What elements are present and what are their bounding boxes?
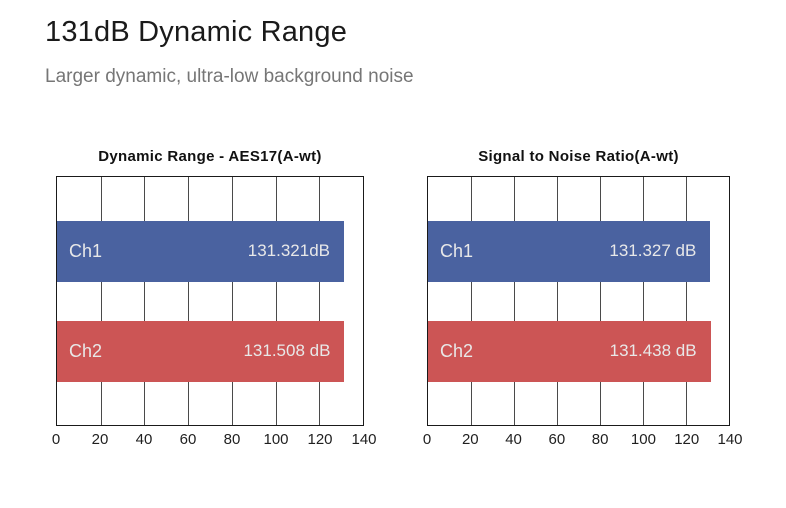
bar-category-label: Ch2 bbox=[440, 340, 474, 361]
bar-ch1: Ch1 131.321dB bbox=[57, 220, 345, 282]
x-axis: 0 20 40 60 80 100 120 140 bbox=[423, 431, 743, 455]
x-tick-label: 20 bbox=[91, 431, 109, 448]
plot-area: Ch1 131.321dB Ch2 131.508 dB bbox=[56, 176, 364, 426]
bar-value-label: 131.438 dB bbox=[609, 341, 697, 361]
x-tick-label: 60 bbox=[548, 431, 566, 448]
bar-value-label: 131.327 dB bbox=[609, 241, 697, 261]
x-tick-label: 40 bbox=[135, 431, 153, 448]
x-tick-label: 100 bbox=[263, 431, 289, 448]
gridline bbox=[188, 177, 190, 425]
bar-category-label: Ch1 bbox=[69, 240, 103, 261]
x-tick-label: 0 bbox=[422, 431, 432, 448]
x-tick-label: 100 bbox=[630, 431, 656, 448]
bar-ch2: Ch2 131.438 dB bbox=[428, 320, 711, 382]
x-tick-label: 140 bbox=[717, 431, 743, 448]
chart-title: Dynamic Range - AES17(A-wt) bbox=[98, 148, 322, 165]
gridline bbox=[514, 177, 515, 425]
gridline bbox=[471, 177, 472, 425]
gridline bbox=[319, 177, 321, 425]
gridline bbox=[275, 177, 277, 425]
bar-category-label: Ch2 bbox=[69, 340, 103, 361]
gridline bbox=[144, 177, 146, 425]
page-subtitle: Larger dynamic, ultra-low background noi… bbox=[45, 66, 414, 87]
chart-title: Signal to Noise Ratio(A-wt) bbox=[478, 148, 679, 165]
x-tick-label: 80 bbox=[223, 431, 241, 448]
x-tick-label: 80 bbox=[591, 431, 609, 448]
x-tick-label: 20 bbox=[461, 431, 479, 448]
bar-ch1: Ch1 131.327 dB bbox=[428, 220, 711, 282]
chart-signal-to-noise: Signal to Noise Ratio(A-wt) Ch1 131.327 … bbox=[423, 146, 743, 455]
gridline bbox=[231, 177, 233, 425]
x-tick-label: 40 bbox=[505, 431, 522, 448]
x-tick-label: 120 bbox=[674, 431, 700, 448]
gridline bbox=[643, 177, 644, 425]
gridline bbox=[600, 177, 601, 425]
gridline bbox=[100, 177, 102, 425]
x-axis: 0 20 40 60 80 100 120 140 bbox=[52, 431, 377, 455]
page-title: 131dB Dynamic Range bbox=[45, 16, 348, 48]
plot-area: Ch1 131.327 dB Ch2 131.438 dB bbox=[427, 176, 730, 426]
x-tick-label: 0 bbox=[51, 431, 61, 448]
x-tick-label: 120 bbox=[307, 431, 333, 448]
chart-dynamic-range: Dynamic Range - AES17(A-wt) Ch1 131.321d… bbox=[52, 146, 377, 455]
gridline bbox=[686, 177, 687, 425]
bar-category-label: Ch1 bbox=[440, 240, 474, 261]
bar-ch2: Ch2 131.508 dB bbox=[57, 320, 345, 382]
x-tick-label: 60 bbox=[179, 431, 197, 448]
bar-value-label: 131.321dB bbox=[247, 241, 331, 261]
bar-value-label: 131.508 dB bbox=[243, 341, 331, 361]
x-tick-label: 140 bbox=[351, 431, 377, 448]
gridline bbox=[557, 177, 558, 425]
